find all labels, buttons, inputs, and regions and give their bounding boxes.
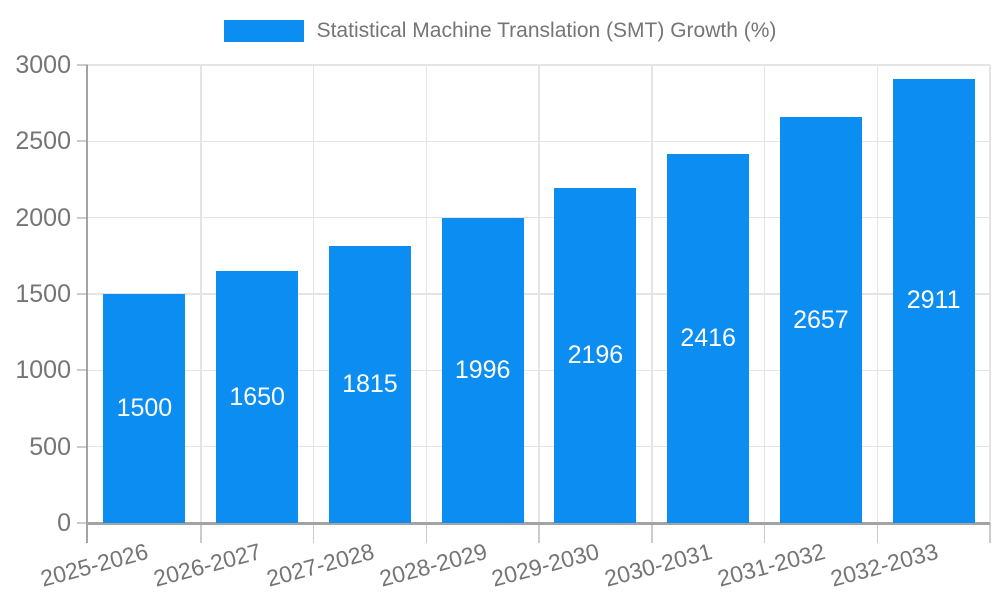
legend-swatch (223, 20, 304, 42)
x-tick-label: 2032-2033 (827, 538, 941, 592)
y-tick-label: 3000 (15, 51, 71, 79)
bar-value-label: 1815 (342, 369, 398, 398)
y-tick-mark (77, 64, 88, 66)
bar[interactable]: 2911 (892, 78, 975, 523)
y-tick-label: 1500 (15, 280, 71, 308)
x-tick-label: 2030-2031 (601, 538, 715, 592)
x-gridline (989, 65, 991, 523)
x-tick-mark (651, 523, 653, 543)
x-tick-mark (763, 523, 766, 543)
y-tick-mark (77, 140, 88, 143)
bar[interactable]: 2416 (667, 154, 750, 523)
y-tick-mark (77, 369, 88, 372)
legend-label: Statistical Machine Translation (SMT) Gr… (316, 19, 777, 42)
bar-value-label: 1996 (454, 356, 511, 385)
bar-value-label: 2657 (793, 305, 849, 334)
x-tick-mark (312, 523, 315, 543)
bar-value-label: 1500 (116, 394, 173, 422)
y-axis-line (86, 65, 88, 543)
x-gridline (312, 65, 315, 523)
x-tick-mark (989, 523, 991, 543)
bar[interactable]: 1996 (441, 218, 524, 523)
bar-value-label: 2196 (567, 340, 624, 369)
y-tick-label: 500 (29, 432, 71, 461)
x-gridline (538, 65, 540, 523)
x-tick-label: 2026-2027 (150, 538, 264, 592)
x-gridline (200, 65, 202, 523)
y-tick-label: 2500 (15, 127, 71, 156)
y-tick-mark (77, 216, 88, 219)
x-tick-label: 2028-2029 (376, 538, 490, 592)
chart-legend[interactable]: Statistical Machine Translation (SMT) Gr… (0, 19, 1000, 43)
y-tick-mark (77, 445, 88, 448)
x-tick-label: 2031-2032 (714, 538, 828, 592)
bar[interactable]: 1650 (216, 271, 299, 523)
x-gridline (651, 65, 653, 523)
y-tick-label: 1000 (15, 356, 71, 385)
x-gridline (876, 65, 878, 523)
bar-value-label: 2911 (906, 286, 961, 315)
x-tick-mark (200, 523, 202, 543)
y-tick-mark (77, 293, 88, 295)
bar[interactable]: 2196 (554, 187, 637, 523)
bar[interactable]: 1815 (328, 245, 411, 523)
y-tick-label: 0 (57, 509, 71, 537)
y-tick-mark (77, 522, 88, 524)
x-tick-mark (538, 523, 540, 543)
bar[interactable]: 2657 (779, 117, 862, 523)
x-tick-label: 2025-2026 (38, 538, 152, 592)
bar[interactable]: 1500 (103, 294, 186, 523)
bar-value-label: 1650 (229, 382, 285, 411)
x-tick-label: 2029-2030 (489, 538, 603, 592)
x-gridline (763, 65, 766, 523)
x-tick-mark (425, 523, 427, 543)
x-tick-label: 2027-2028 (263, 538, 377, 592)
bar-value-label: 2416 (680, 324, 736, 353)
x-gridline (425, 65, 427, 523)
x-tick-mark (876, 523, 878, 543)
x-axis-line (86, 522, 990, 525)
y-tick-label: 2000 (15, 203, 71, 232)
